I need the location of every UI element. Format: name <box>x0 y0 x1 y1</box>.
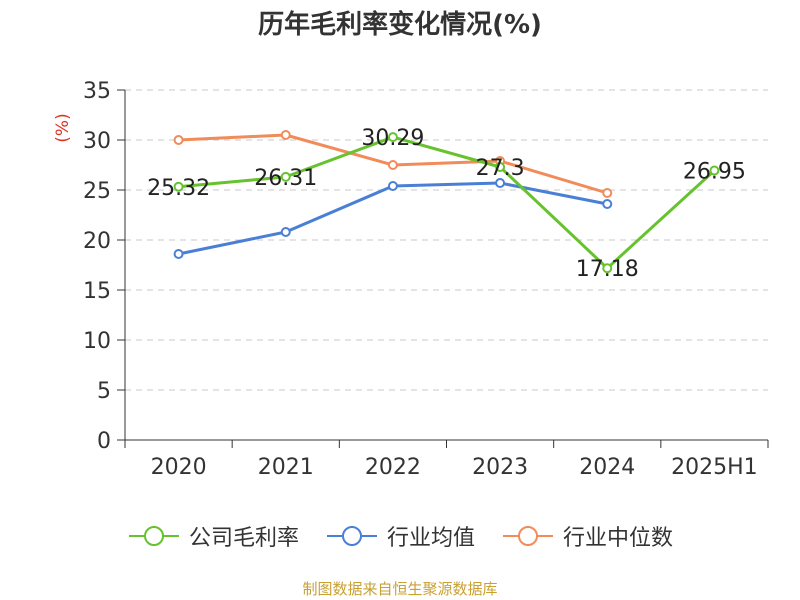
data-point <box>173 135 184 145</box>
data-point <box>387 132 398 143</box>
data-point <box>387 181 398 191</box>
data-point <box>173 181 184 192</box>
data-point <box>495 178 506 188</box>
data-point <box>280 171 291 182</box>
y-tick-label: 0 <box>97 429 111 454</box>
legend-swatch <box>503 526 553 546</box>
legend-label: 公司毛利率 <box>188 526 299 551</box>
series-line <box>178 181 608 256</box>
x-tick-label: 2025H1 <box>671 455 758 480</box>
x-tick-label: 2022 <box>365 455 421 480</box>
legend: 公司毛利率 行业均值 行业中位数 <box>0 520 800 552</box>
data-label: 25.32 <box>147 176 210 201</box>
data-label: 30.29 <box>361 126 424 151</box>
y-tick-label: 15 <box>83 279 111 304</box>
x-tick-label: 2024 <box>579 455 635 480</box>
y-axis-label: (%) <box>53 113 73 142</box>
data-point <box>173 249 184 259</box>
legend-label: 行业均值 <box>386 526 475 551</box>
y-tick-label: 25 <box>83 179 111 204</box>
data-point <box>280 130 291 140</box>
data-point <box>602 199 613 209</box>
data-point <box>280 227 291 237</box>
legend-label: 行业中位数 <box>563 526 674 551</box>
series-line <box>178 135 716 270</box>
data-label: 27.3 <box>476 156 525 181</box>
chart-title: 历年毛利率变化情况(%) <box>258 10 542 40</box>
x-tick-label: 2021 <box>258 455 314 480</box>
y-tick-label: 35 <box>83 79 111 104</box>
data-point <box>387 160 398 170</box>
data-point <box>602 263 613 274</box>
y-tick-label: 5 <box>97 379 111 404</box>
data-point <box>602 188 613 198</box>
y-tick-label: 20 <box>83 229 111 254</box>
legend-item: 公司毛利率 <box>127 520 299 552</box>
data-point <box>709 165 720 176</box>
legend-item: 行业均值 <box>325 520 475 552</box>
y-tick-label: 10 <box>83 329 111 354</box>
data-label: 26.31 <box>254 166 317 191</box>
source-note: 制图数据来自恒生聚源数据库 <box>302 580 498 598</box>
legend-swatch <box>128 526 179 546</box>
y-tick-label: 30 <box>83 129 111 154</box>
x-tick-label: 2023 <box>472 455 528 480</box>
data-point <box>495 162 506 172</box>
x-tick-label: 2020 <box>151 455 207 480</box>
data-label: 26.95 <box>683 160 746 185</box>
legend-item: 行业中位数 <box>501 520 673 552</box>
data-label: 17.18 <box>576 257 639 282</box>
legend-swatch <box>326 526 377 546</box>
